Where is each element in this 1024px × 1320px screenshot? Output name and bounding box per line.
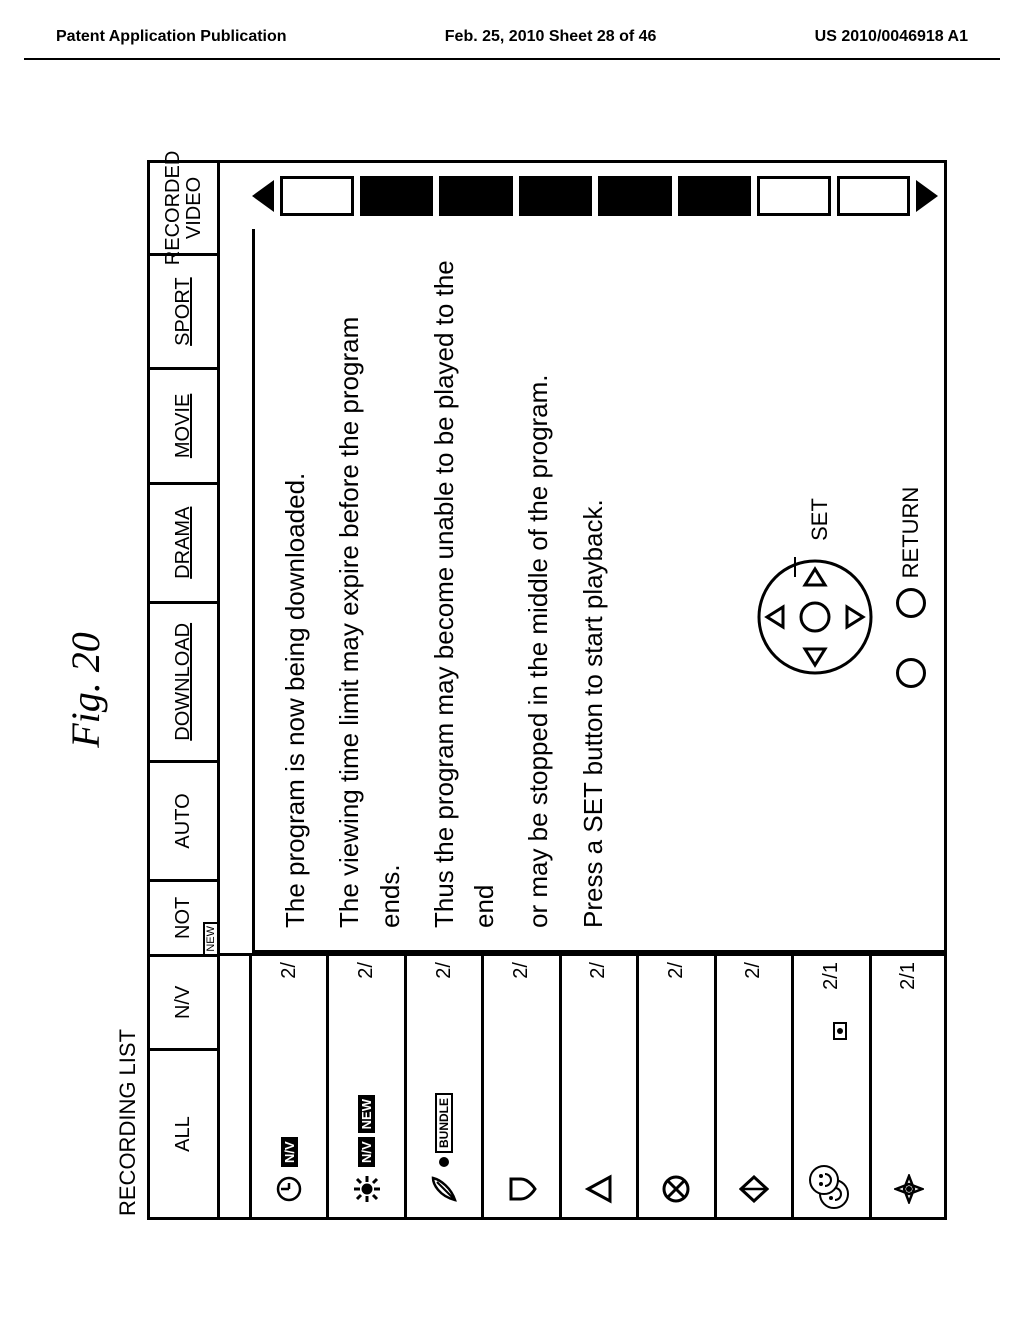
list-row[interactable]: 2/1 <box>794 956 871 1217</box>
return-button-icon[interactable] <box>896 588 926 618</box>
tab-download[interactable]: DOWNLOAD <box>150 601 217 760</box>
x-circle-icon <box>661 1169 691 1209</box>
page-header: Patent Application Publication Feb. 25, … <box>0 0 1024 54</box>
scroll-seg <box>678 176 752 216</box>
message-dialog: The program is now being downloaded. The… <box>252 229 944 953</box>
row-date: 2/ <box>355 962 378 1018</box>
msg-line: Thus the program may become unable to be… <box>424 247 505 928</box>
tab-nv[interactable]: N/V <box>150 954 217 1048</box>
list-row[interactable]: 2/ <box>484 956 561 1217</box>
diamond-icon <box>739 1169 769 1209</box>
scroll-down-icon[interactable] <box>916 180 938 212</box>
row-badges: N/V NEW <box>358 1018 375 1169</box>
figure-20: Fig. 20 RECORDING LIST ALL N/V NOT NEW A… <box>62 160 962 1220</box>
burst-icon <box>352 1169 382 1209</box>
scroll-seg <box>598 176 672 216</box>
scroll-track[interactable] <box>280 176 910 216</box>
control-hints: SET RETURN <box>755 247 934 928</box>
tab-recorded-l2: VIDEO <box>184 177 205 239</box>
smiley-stack-icon <box>809 1169 853 1209</box>
msg-line: The viewing time limit may expire before… <box>329 247 410 928</box>
msg-line: or may be stopped in the middle of the p… <box>518 247 558 928</box>
list-header-gap <box>220 956 252 1217</box>
scroll-seg <box>519 176 593 216</box>
figure-caption: Fig. 20 <box>62 160 109 1220</box>
tab-not-label: NOT <box>172 897 195 939</box>
header-center: Feb. 25, 2010 Sheet 28 of 46 <box>445 28 657 46</box>
list-row[interactable]: 2/1 <box>872 956 946 1217</box>
tab-not-viewed[interactable]: NOT NEW <box>150 879 217 954</box>
row-date: 2/1 <box>820 962 843 1018</box>
tab-drama[interactable]: DRAMA <box>150 482 217 601</box>
row-date: 2/ <box>587 962 610 1018</box>
list-row[interactable]: BUNDLE 2/ <box>407 956 484 1217</box>
row-date: 2/ <box>278 962 301 1018</box>
triangle-icon <box>585 1169 613 1209</box>
compass-icon <box>894 1169 924 1209</box>
dpad-icon[interactable] <box>755 557 886 677</box>
set-label: SET <box>803 498 837 541</box>
return-label: RETURN <box>894 487 928 579</box>
list-row[interactable]: N/V NEW 2/ <box>329 956 406 1217</box>
shield-icon <box>507 1169 537 1209</box>
scroll-seg <box>837 176 911 216</box>
header-left: Patent Application Publication <box>56 28 287 46</box>
tab-recorded-video[interactable]: RECORDED VIDEO <box>150 163 217 253</box>
msg-line: The program is now being downloaded. <box>275 247 315 928</box>
scroll-seg <box>360 176 434 216</box>
dot-icon <box>439 1157 449 1167</box>
tab-movie[interactable]: MOVIE <box>150 367 217 481</box>
row-badges: BUNDLE <box>435 1018 453 1169</box>
msg-line: Press a SET button to start playback. <box>573 247 613 928</box>
nv-badge: N/V <box>281 1137 298 1167</box>
scroll-column <box>220 163 946 229</box>
clock-icon <box>276 1169 302 1209</box>
list-column: N/V 2/ N/V NEW 2/ <box>220 953 946 1217</box>
tab-auto[interactable]: AUTO <box>150 760 217 879</box>
tab-row: ALL N/V NOT NEW AUTO DOWNLOAD DRAMA MOVI… <box>150 163 220 1217</box>
list-row[interactable]: 2/ <box>639 956 716 1217</box>
feather-icon <box>429 1169 459 1209</box>
panel-title: RECORDING LIST <box>115 160 141 1216</box>
header-rule <box>24 58 1000 60</box>
row-date: 2/ <box>665 962 688 1018</box>
row-date: 2/1 <box>897 962 920 1018</box>
row-date: 2/ <box>742 962 765 1018</box>
row-date: 2/ <box>433 962 456 1018</box>
new-badge-mini: NEW <box>203 922 219 956</box>
scroll-up-icon[interactable] <box>252 180 274 212</box>
tab-all[interactable]: ALL <box>150 1048 217 1217</box>
list-row[interactable]: N/V 2/ <box>252 956 329 1217</box>
tab-sport[interactable]: SPORT <box>150 253 217 367</box>
list-row[interactable]: 2/ <box>717 956 794 1217</box>
nv-badge: N/V <box>358 1137 375 1167</box>
new-badge: NEW <box>358 1095 375 1133</box>
scroll-seg <box>439 176 513 216</box>
figure-rotation-wrapper: Fig. 20 RECORDING LIST ALL N/V NOT NEW A… <box>44 140 980 1240</box>
header-right: US 2010/0046918 A1 <box>815 28 968 46</box>
circle-button-icon[interactable] <box>896 658 926 688</box>
bundle-badge: BUNDLE <box>435 1093 453 1153</box>
scroll-seg <box>757 176 831 216</box>
row-date: 2/ <box>510 962 533 1018</box>
recording-indicator-icon <box>833 1022 847 1040</box>
recording-list-panel: ALL N/V NOT NEW AUTO DOWNLOAD DRAMA MOVI… <box>147 160 947 1220</box>
scroll-seg <box>280 176 354 216</box>
tab-recorded-l1: RECORDED <box>163 151 184 265</box>
row-badges: N/V <box>281 1018 298 1169</box>
list-row[interactable]: 2/ <box>562 956 639 1217</box>
